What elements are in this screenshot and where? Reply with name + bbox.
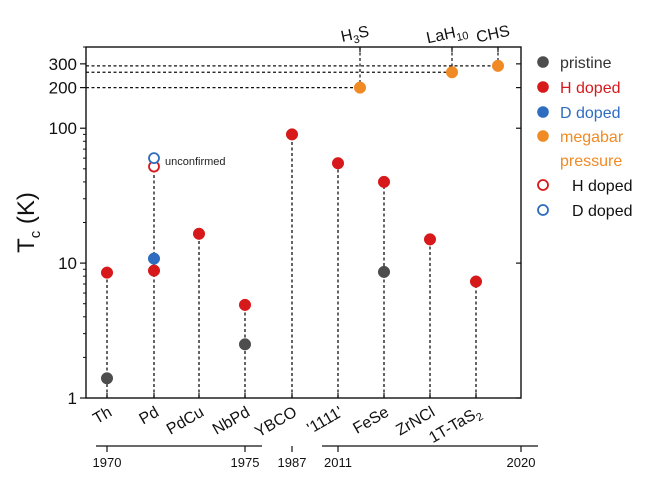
legend-label: D doped: [572, 203, 633, 220]
category-label: '1111': [304, 404, 346, 438]
data-point: [147, 252, 161, 265]
legend-marker: [537, 81, 549, 93]
category-label: YBCO: [252, 404, 300, 441]
legend-marker: [537, 106, 549, 118]
data-point: [238, 338, 252, 351]
category-label: Th: [90, 404, 115, 428]
year-label: 2020: [507, 455, 536, 470]
legend-marker: [537, 130, 549, 142]
top-category-label: H3S: [339, 23, 371, 48]
legend-label: H doped: [572, 178, 633, 195]
data-point: [377, 175, 391, 188]
data-point: [100, 266, 114, 279]
legend-label: pristine: [560, 55, 612, 72]
y-tick-label: 200: [49, 79, 77, 98]
top-category-label: LaH10: [425, 22, 470, 50]
data-point: [100, 372, 114, 385]
category-label: NbPd: [210, 404, 253, 439]
y-tick-label: 300: [49, 55, 77, 74]
category-label: 1T-TaS2: [426, 404, 485, 450]
data-point: [331, 157, 345, 170]
legend-marker: [537, 179, 549, 191]
legend-marker: [537, 56, 549, 68]
legend-label: D doped: [560, 105, 621, 122]
annotation-unconfirmed: unconfirmed: [165, 156, 226, 168]
top-category-label: CHS: [475, 23, 512, 47]
category-label: FeSe: [350, 404, 392, 438]
category-label: PdCu: [164, 404, 207, 439]
data-point: [423, 233, 437, 246]
plot-frame: [85, 46, 522, 399]
data-point: [469, 275, 483, 288]
data-point: [353, 81, 367, 94]
data-point-open: [148, 152, 160, 165]
legend-label: megabar pressure: [560, 129, 624, 170]
y-tick-label: 100: [49, 119, 77, 138]
y-tick-label: 1: [68, 389, 77, 408]
year-label: 1975: [231, 455, 260, 470]
year-label: 2011: [324, 455, 352, 470]
y-axis-label: Tc (K): [13, 192, 44, 253]
year-label: 1987: [278, 455, 307, 470]
data-point: [445, 66, 459, 79]
data-point: [147, 264, 161, 277]
data-point: [238, 298, 252, 311]
data-point: [491, 59, 505, 72]
data-point: [285, 128, 299, 141]
data-point: [377, 265, 391, 278]
legend-marker: [537, 204, 549, 216]
year-label: 1970: [93, 455, 122, 470]
y-tick-label: 10: [58, 254, 77, 273]
category-label: Pd: [137, 404, 162, 429]
data-point: [192, 227, 206, 240]
legend-label: H doped: [560, 80, 621, 97]
